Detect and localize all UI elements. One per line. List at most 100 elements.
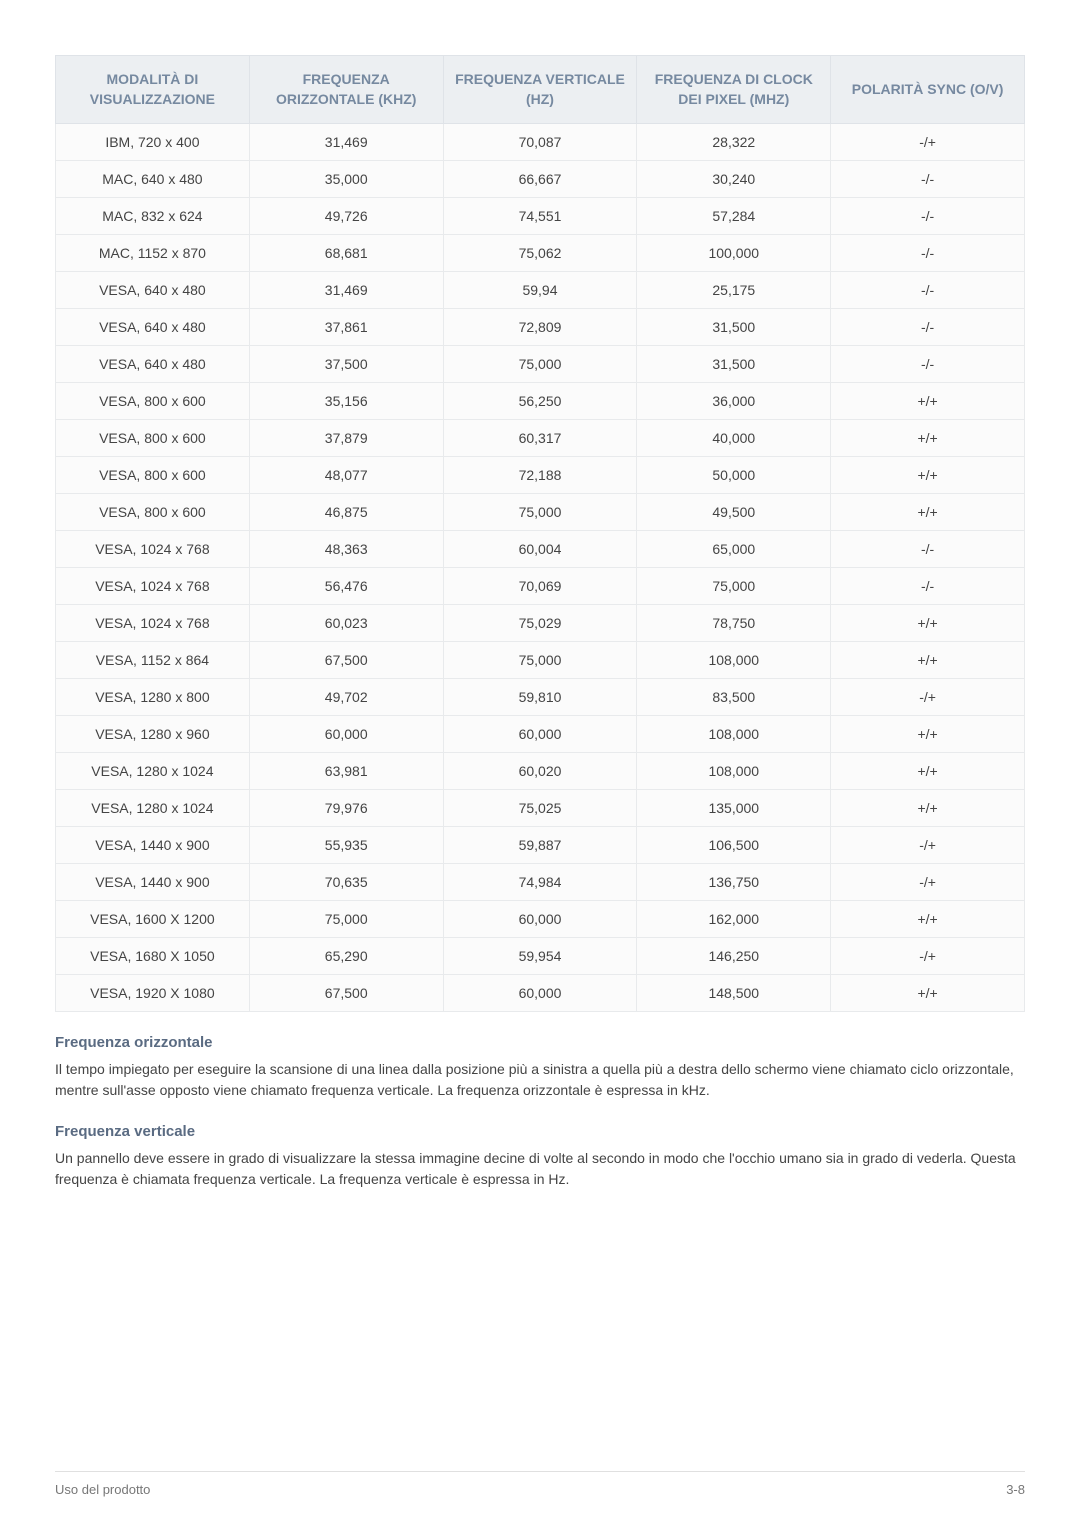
- footer-left: Uso del prodotto: [55, 1482, 150, 1497]
- table-cell: 59,94: [443, 272, 637, 309]
- table-cell: 75,000: [249, 901, 443, 938]
- table-cell: 162,000: [637, 901, 831, 938]
- table-cell: VESA, 800 x 600: [56, 457, 250, 494]
- table-row: VESA, 640 x 48037,50075,00031,500-/-: [56, 346, 1025, 383]
- table-cell: 37,879: [249, 420, 443, 457]
- table-cell: 83,500: [637, 679, 831, 716]
- table-cell: VESA, 1440 x 900: [56, 827, 250, 864]
- table-cell: 59,954: [443, 938, 637, 975]
- table-row: VESA, 1680 X 105065,29059,954146,250-/+: [56, 938, 1025, 975]
- table-cell: -/+: [831, 679, 1025, 716]
- table-cell: 55,935: [249, 827, 443, 864]
- table-cell: +/+: [831, 716, 1025, 753]
- table-row: VESA, 640 x 48031,46959,9425,175-/-: [56, 272, 1025, 309]
- table-cell: -/-: [831, 272, 1025, 309]
- table-row: VESA, 1280 x 102463,98160,020108,000+/+: [56, 753, 1025, 790]
- table-cell: 65,290: [249, 938, 443, 975]
- table-cell: 31,469: [249, 124, 443, 161]
- table-header: MODALITÀ DI VISUALIZZAZIONE FREQUENZA OR…: [56, 56, 1025, 124]
- table-cell: VESA, 1280 x 800: [56, 679, 250, 716]
- table-cell: VESA, 640 x 480: [56, 272, 250, 309]
- table-cell: VESA, 1920 X 1080: [56, 975, 250, 1012]
- table-row: VESA, 800 x 60037,87960,31740,000+/+: [56, 420, 1025, 457]
- table-cell: -/-: [831, 568, 1025, 605]
- page-footer: Uso del prodotto 3-8: [55, 1471, 1025, 1497]
- table-cell: -/-: [831, 161, 1025, 198]
- table-cell: 37,500: [249, 346, 443, 383]
- section-heading: Frequenza orizzontale: [55, 1034, 1025, 1051]
- table-cell: VESA, 640 x 480: [56, 346, 250, 383]
- table-cell: +/+: [831, 975, 1025, 1012]
- table-cell: 67,500: [249, 642, 443, 679]
- table-cell: 60,317: [443, 420, 637, 457]
- table-cell: VESA, 1280 x 960: [56, 716, 250, 753]
- table-cell: 65,000: [637, 531, 831, 568]
- table-row: VESA, 800 x 60035,15656,25036,000+/+: [56, 383, 1025, 420]
- display-modes-table: MODALITÀ DI VISUALIZZAZIONE FREQUENZA OR…: [55, 55, 1025, 1012]
- table-cell: 31,500: [637, 309, 831, 346]
- table-cell: 28,322: [637, 124, 831, 161]
- table-cell: 48,363: [249, 531, 443, 568]
- table-cell: -/-: [831, 346, 1025, 383]
- table-cell: 78,750: [637, 605, 831, 642]
- table-cell: 75,000: [443, 642, 637, 679]
- table-cell: 100,000: [637, 235, 831, 272]
- table-cell: 75,000: [443, 494, 637, 531]
- section-heading: Frequenza verticale: [55, 1123, 1025, 1140]
- table-cell: MAC, 1152 x 870: [56, 235, 250, 272]
- table-cell: 75,062: [443, 235, 637, 272]
- table-cell: 74,984: [443, 864, 637, 901]
- table-cell: VESA, 1024 x 768: [56, 568, 250, 605]
- table-cell: VESA, 1024 x 768: [56, 531, 250, 568]
- table-row: MAC, 832 x 62449,72674,55157,284-/-: [56, 198, 1025, 235]
- table-cell: +/+: [831, 420, 1025, 457]
- table-cell: IBM, 720 x 400: [56, 124, 250, 161]
- table-cell: VESA, 1440 x 900: [56, 864, 250, 901]
- col-pixelclock: FREQUENZA DI CLOCK DEI PIXEL (MHZ): [637, 56, 831, 124]
- table-cell: 36,000: [637, 383, 831, 420]
- table-cell: VESA, 1152 x 864: [56, 642, 250, 679]
- table-row: VESA, 1280 x 102479,97675,025135,000+/+: [56, 790, 1025, 827]
- table-row: MAC, 1152 x 87068,68175,062100,000-/-: [56, 235, 1025, 272]
- table-cell: VESA, 800 x 600: [56, 494, 250, 531]
- table-cell: 60,004: [443, 531, 637, 568]
- table-cell: 50,000: [637, 457, 831, 494]
- table-cell: 30,240: [637, 161, 831, 198]
- table-cell: 37,861: [249, 309, 443, 346]
- table-cell: VESA, 800 x 600: [56, 383, 250, 420]
- table-cell: 59,887: [443, 827, 637, 864]
- table-cell: +/+: [831, 605, 1025, 642]
- table-cell: -/+: [831, 938, 1025, 975]
- table-cell: +/+: [831, 753, 1025, 790]
- table-cell: +/+: [831, 494, 1025, 531]
- table-cell: 75,025: [443, 790, 637, 827]
- table-cell: 57,284: [637, 198, 831, 235]
- table-cell: +/+: [831, 901, 1025, 938]
- table-cell: MAC, 832 x 624: [56, 198, 250, 235]
- table-cell: +/+: [831, 457, 1025, 494]
- table-row: VESA, 1600 X 120075,00060,000162,000+/+: [56, 901, 1025, 938]
- table-cell: 25,175: [637, 272, 831, 309]
- table-cell: 31,500: [637, 346, 831, 383]
- table-cell: VESA, 800 x 600: [56, 420, 250, 457]
- table-row: VESA, 640 x 48037,86172,80931,500-/-: [56, 309, 1025, 346]
- table-cell: VESA, 1024 x 768: [56, 605, 250, 642]
- table-cell: -/-: [831, 531, 1025, 568]
- table-cell: 49,702: [249, 679, 443, 716]
- table-cell: 59,810: [443, 679, 637, 716]
- table-cell: 75,000: [637, 568, 831, 605]
- table-cell: 70,635: [249, 864, 443, 901]
- table-cell: 60,000: [249, 716, 443, 753]
- table-cell: VESA, 640 x 480: [56, 309, 250, 346]
- col-vfreq: FREQUENZA VERTICALE (HZ): [443, 56, 637, 124]
- table-cell: 60,000: [443, 975, 637, 1012]
- table-cell: 72,188: [443, 457, 637, 494]
- table-cell: +/+: [831, 642, 1025, 679]
- table-row: VESA, 1440 x 90055,93559,887106,500-/+: [56, 827, 1025, 864]
- table-cell: 31,469: [249, 272, 443, 309]
- table-body: IBM, 720 x 40031,46970,08728,322-/+MAC, …: [56, 124, 1025, 1012]
- table-cell: 79,976: [249, 790, 443, 827]
- table-cell: 35,000: [249, 161, 443, 198]
- table-cell: 108,000: [637, 716, 831, 753]
- table-cell: 70,069: [443, 568, 637, 605]
